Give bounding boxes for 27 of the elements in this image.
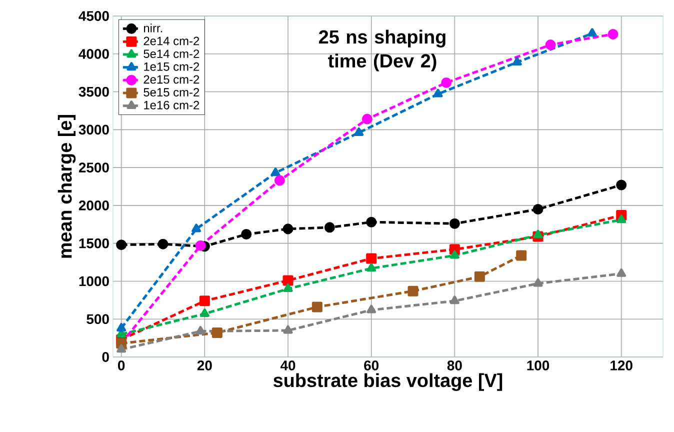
y-tick-label: 2000 [78, 200, 109, 210]
y-tick-label: 4500 [78, 11, 109, 21]
x-tick-label: 100 [527, 360, 550, 370]
y-tick-label: 1500 [79, 238, 109, 248]
x-tick-label: 60 [364, 360, 379, 370]
x-tick-label: 20 [197, 360, 212, 370]
x-tick-label: 40 [280, 360, 296, 370]
legend-label: 2e15 cm-2 [144, 75, 200, 84]
legend-label: 2e14 cm-2 [144, 36, 200, 46]
y-tick-label: 4000 [78, 48, 109, 59]
x-tick-label: 120 [610, 360, 632, 370]
legend-label: 1e15 cm-2 [144, 62, 200, 71]
y-tick-label: 0 [102, 352, 109, 362]
x-tick-label: 80 [447, 360, 462, 370]
legend-label: nirr. [144, 24, 162, 32]
y-axis-title: mean charge [e] [58, 115, 76, 258]
x-tick-label: 0 [118, 360, 125, 370]
y-tick-label: 3000 [78, 124, 109, 135]
legend-label: 5e15 cm-2 [144, 88, 200, 97]
x-axis-title: substrate bias voltage [V] [273, 373, 502, 391]
y-tick-label: 3500 [78, 86, 109, 97]
y-tick-label: 1000 [79, 276, 109, 286]
y-tick-label: 500 [86, 314, 109, 324]
legend-label: 1e16 cm-2 [144, 100, 200, 110]
legend-label: 5e14 cm-2 [144, 50, 200, 58]
text: 25 ns shaping time (Dev 2) [318, 30, 446, 72]
y-tick-label: 2500 [78, 162, 109, 172]
